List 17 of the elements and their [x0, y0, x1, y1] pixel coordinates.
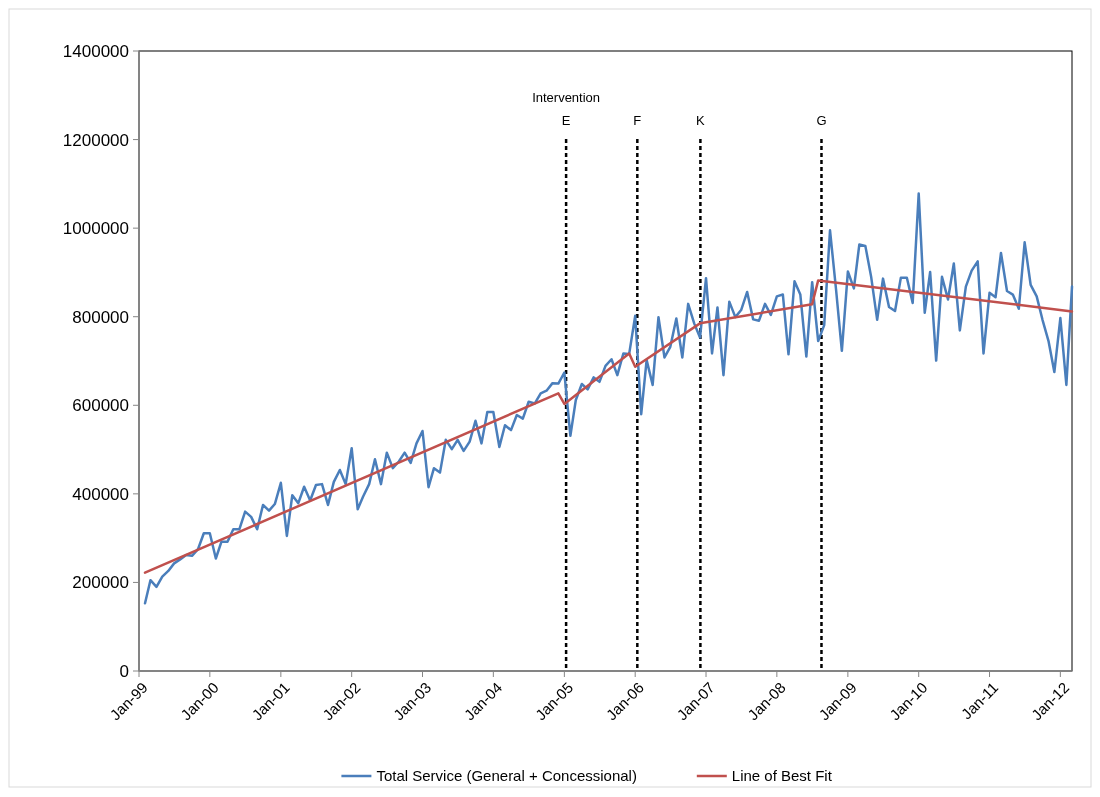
ref-line-label: F — [633, 113, 642, 128]
y-tick-label: 600000 — [72, 396, 129, 416]
y-tick-label: 1000000 — [62, 219, 129, 239]
legend-label: Total Service (General + Concessional) — [376, 767, 637, 785]
line-series — [143, 279, 1074, 574]
y-tick-label: 1200000 — [62, 130, 129, 150]
y-tick-label: 0 — [119, 661, 129, 681]
line-series — [143, 192, 1074, 605]
y-tick-label: 1400000 — [62, 41, 129, 61]
y-tick-label: 800000 — [72, 307, 129, 327]
ref-line-label: K — [696, 113, 706, 128]
y-tick-label: 400000 — [72, 484, 129, 504]
ref-line-label: G — [816, 113, 827, 128]
annotation: Intervention — [532, 90, 601, 105]
ref-line-label: E — [561, 113, 571, 128]
legend-label: Line of Best Fit — [731, 767, 833, 785]
y-tick-label: 200000 — [72, 573, 129, 593]
